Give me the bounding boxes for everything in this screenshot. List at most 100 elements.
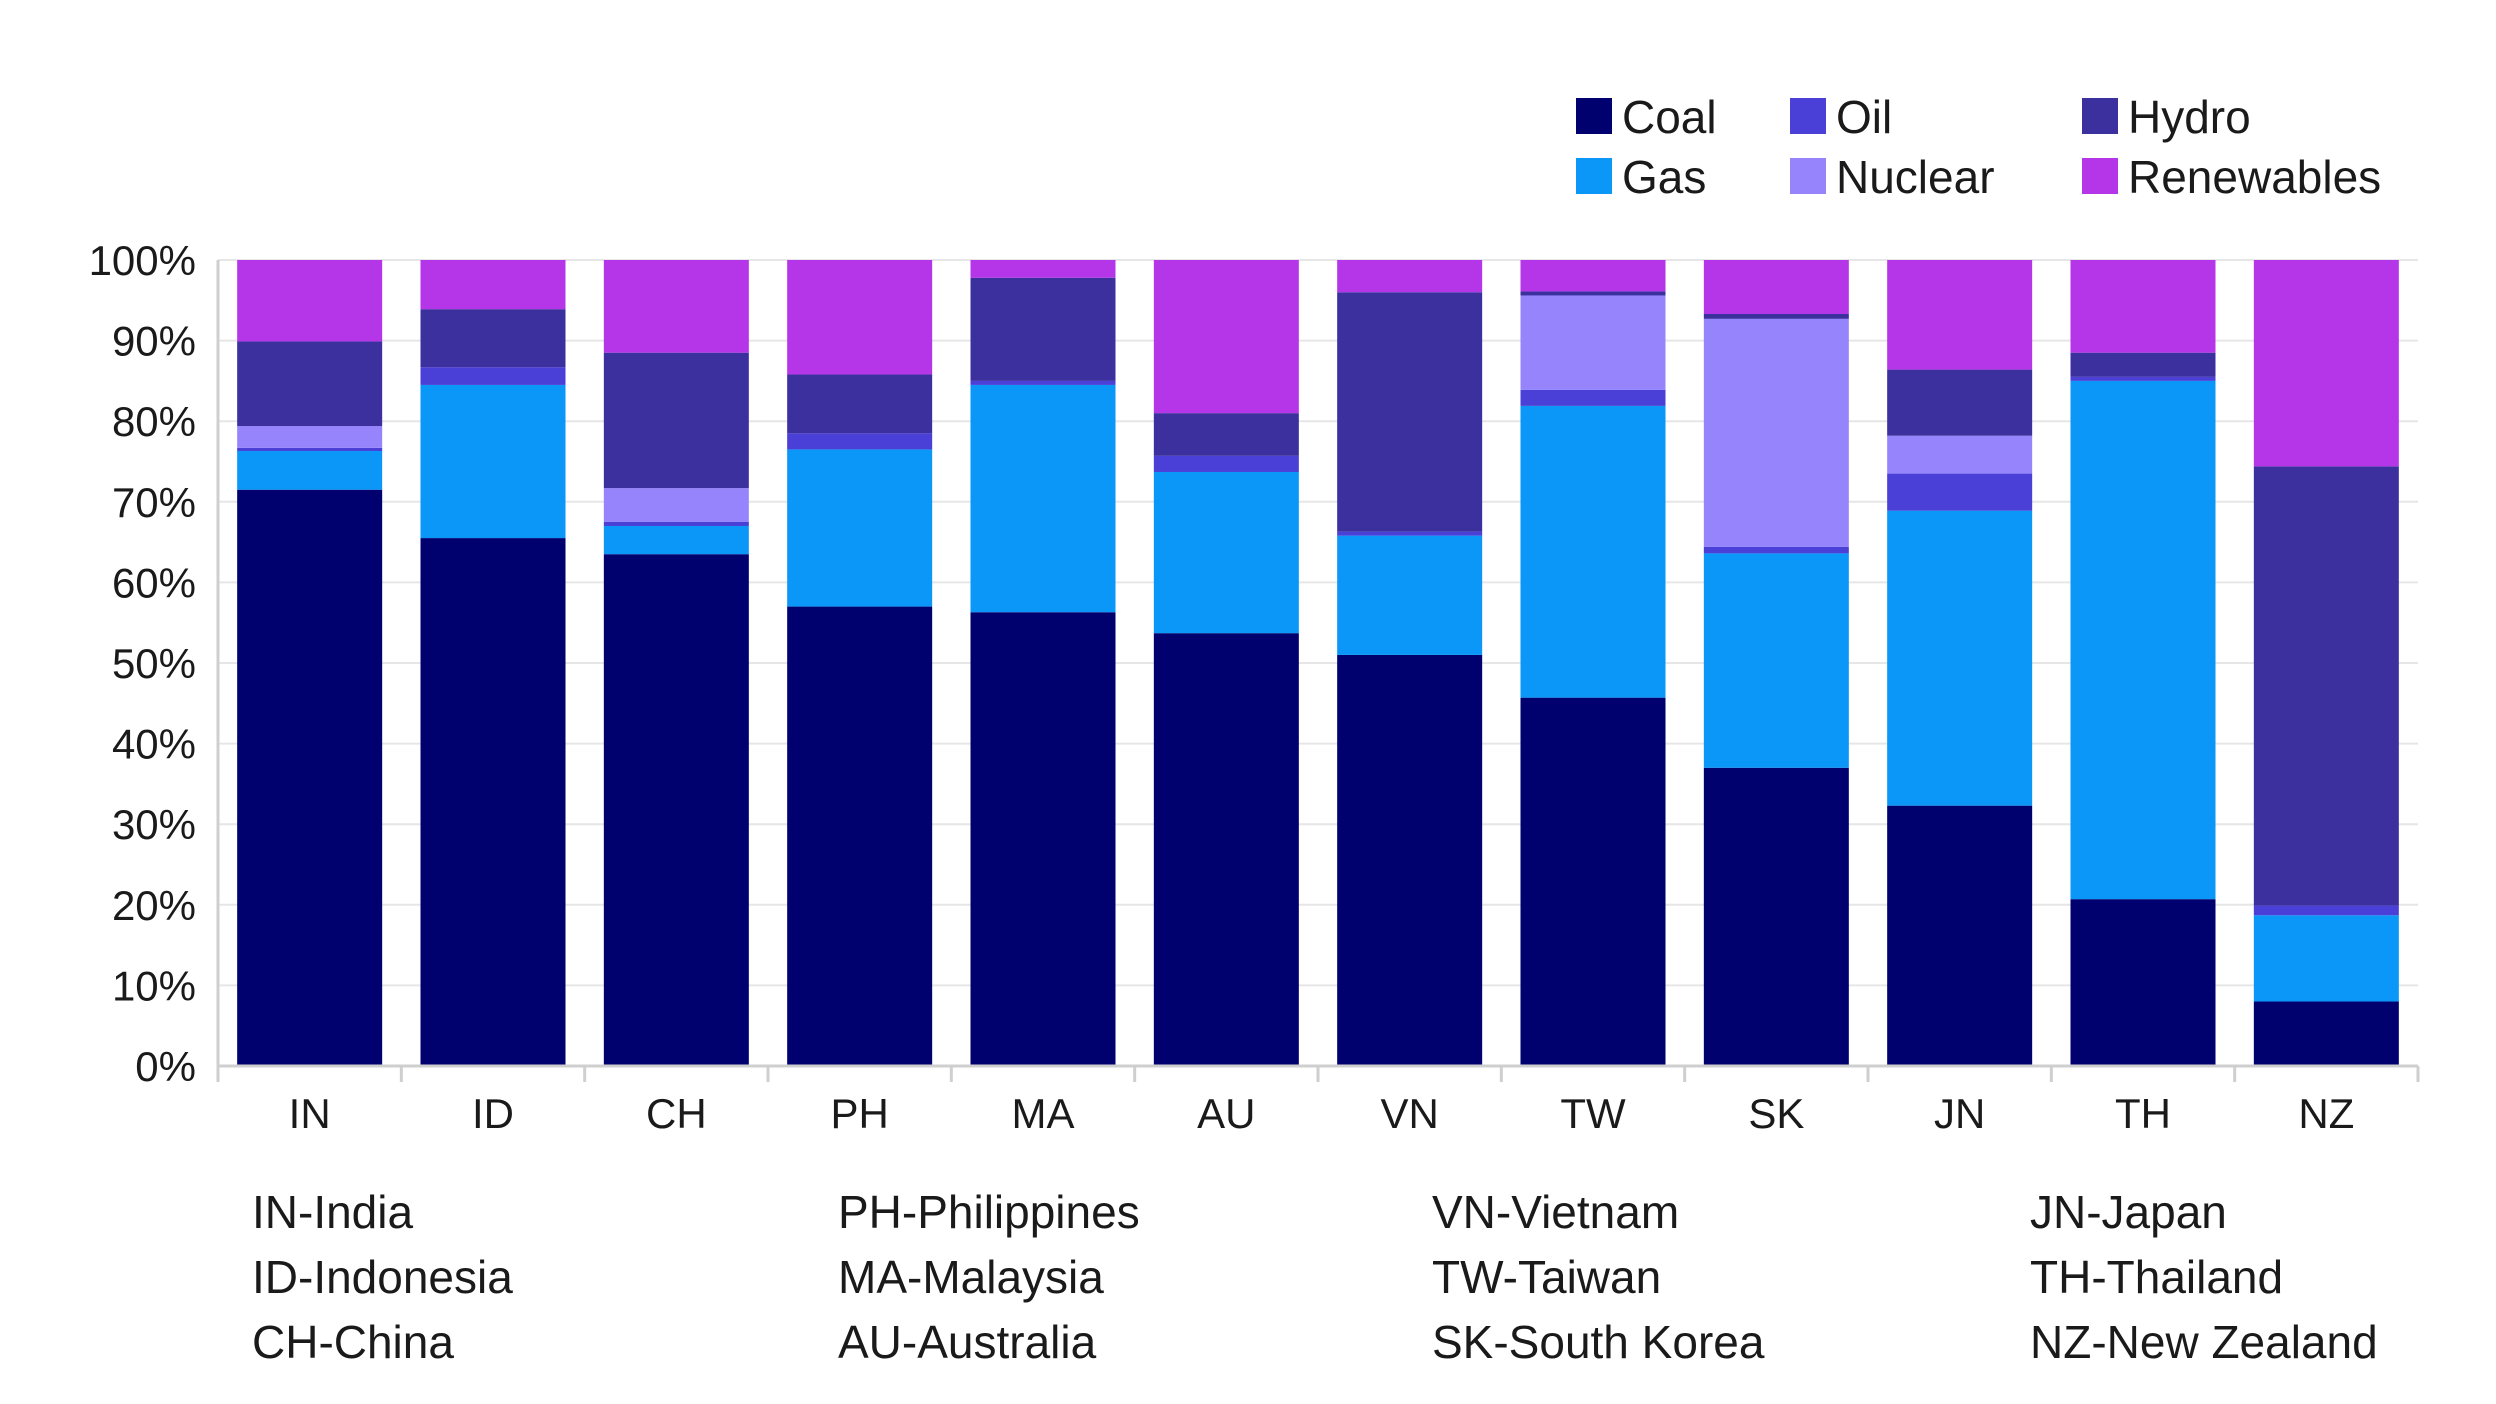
x-axis-ticks: IN ID CH PH MA AU VN TW SK JN TH NZ [289,1090,2355,1137]
glossary-col-4: JN-Japan TH-Thailand NZ-New Zealand [2030,1180,2378,1375]
glossary-item: ID-Indonesia [252,1251,513,1303]
y-tick-label: 60% [112,559,196,606]
bar-segment-th-coal [2070,899,2216,1066]
bar-segment-th-oil [2070,376,2216,381]
x-tick-label: CH [646,1090,707,1137]
bar-segment-tw-nuclear [1520,295,1666,390]
bar-segment-ma-coal [970,612,1116,1066]
bar-segment-au-oil [1153,455,1299,472]
bar-segment-id-hydro [420,309,566,368]
bar-segment-sk-gas [1703,553,1849,768]
bar-segment-ph-renewables [787,260,933,375]
bar-segment-ma-renewables [970,260,1116,278]
bar-segment-sk-nuclear [1703,318,1849,547]
x-tick-label: IN [289,1090,331,1137]
glossary-item: TW-Taiwan [1432,1251,1662,1303]
y-tick-label: 20% [112,882,196,929]
legend-label-nuclear: Nuclear [1836,151,1995,203]
legend-label-coal: Coal [1622,91,1717,143]
x-tick-label: AU [1197,1090,1255,1137]
glossary-col-3: VN-Vietnam TW-Taiwan SK-South Korea [1432,1180,1764,1375]
axes [216,260,2420,1082]
bar-segment-tw-renewables [1520,260,1666,292]
y-axis-ticks: 0% 10% 20% 30% 40% 50% 60% 70% 80% 90% 100% [89,237,196,1090]
bar-segment-in-coal [237,489,383,1067]
legend-swatch-gas [1576,158,1612,194]
legend-swatch-hydro [2082,98,2118,134]
bar-segment-vn-gas [1337,535,1483,655]
bar-segment-ma-hydro [970,277,1116,381]
bar-segment-ph-oil [787,433,933,450]
bar-segment-ma-gas [970,384,1116,613]
glossary-item: VN-Vietnam [1432,1186,1680,1238]
bar-segment-ch-gas [603,525,749,555]
glossary-item: PH-Philippines [838,1186,1140,1238]
bar-segment-vn-hydro [1337,292,1483,532]
bar-segment-sk-hydro [1703,314,1849,319]
bar-segment-in-nuclear [237,426,383,448]
y-tick-label: 50% [112,640,196,687]
bar-segment-jn-oil [1887,473,2033,511]
bar-segment-th-gas [2070,380,2216,900]
x-tick-label: JN [1934,1090,1985,1137]
glossary-item: JN-Japan [2030,1186,2227,1238]
bar-segment-jn-renewables [1887,260,2033,370]
bar-segment-nz-coal [2253,1001,2399,1066]
bar-segment-sk-oil [1703,546,1849,554]
bar-segment-id-renewables [420,260,566,310]
bar-segment-jn-hydro [1887,369,2033,436]
x-tick-label: ID [472,1090,514,1137]
legend-label-oil: Oil [1836,91,1892,143]
bar-segment-sk-coal [1703,767,1849,1066]
bar-segment-tw-gas [1520,405,1666,698]
y-tick-label: 100% [89,237,196,284]
glossary-item: MA-Malaysia [838,1251,1104,1303]
y-tick-label: 70% [112,479,196,526]
bar-segment-tw-oil [1520,389,1666,406]
y-tick-label: 0% [135,1043,196,1090]
x-tick-label: PH [830,1090,888,1137]
legend-swatch-nuclear [1790,158,1826,194]
bar-segment-ch-hydro [603,352,749,489]
bar-segment-ch-renewables [603,260,749,353]
legend: Coal Oil Hydro Gas Nuclear Renewables [1576,91,2381,203]
bar-segment-nz-gas [2253,915,2399,1002]
x-tick-label: MA [1012,1090,1075,1137]
x-tick-label: NZ [2298,1090,2354,1137]
legend-label-gas: Gas [1622,151,1706,203]
y-tick-label: 30% [112,801,196,848]
bar-segment-sk-renewables [1703,260,1849,315]
bar-segment-id-coal [420,538,566,1066]
glossary-col-2: PH-Philippines MA-Malaysia AU-Australia [838,1180,1140,1375]
bar-segment-vn-coal [1337,654,1483,1066]
bar-segment-id-oil [420,367,566,385]
bar-segment-in-renewables [237,260,383,342]
legend-label-hydro: Hydro [2128,91,2251,143]
bar-segment-vn-oil [1337,531,1483,536]
bar-segment-ch-nuclear [603,488,749,522]
bar-segment-au-hydro [1153,413,1299,456]
bar-segment-nz-oil [2253,905,2399,916]
x-tick-label: TH [2115,1090,2171,1137]
bar-segment-au-renewables [1153,260,1299,414]
y-tick-label: 40% [112,721,196,768]
glossary-col-1: IN-India ID-Indonesia CH-China [252,1180,513,1375]
glossary-item: NZ-New Zealand [2030,1316,2378,1368]
glossary-item: IN-India [252,1186,414,1238]
bar-segment-au-coal [1153,633,1299,1066]
bar-segment-ma-oil [970,380,1116,385]
bar-segment-th-hydro [2070,352,2216,377]
legend-swatch-renewables [2082,158,2118,194]
glossary-item: SK-South Korea [1432,1316,1765,1368]
bar-segment-au-gas [1153,471,1299,634]
glossary-item: AU-Australia [838,1316,1097,1368]
bar-segment-nz-renewables [2253,260,2399,467]
bar-segment-tw-coal [1520,697,1666,1066]
bar-segment-ph-coal [787,606,933,1066]
x-tick-label: SK [1748,1090,1804,1137]
glossary-item: TH-Thailand [2030,1251,2284,1303]
gridlines [218,259,2418,987]
legend-swatch-oil [1790,98,1826,134]
bar-segment-in-hydro [237,341,383,427]
